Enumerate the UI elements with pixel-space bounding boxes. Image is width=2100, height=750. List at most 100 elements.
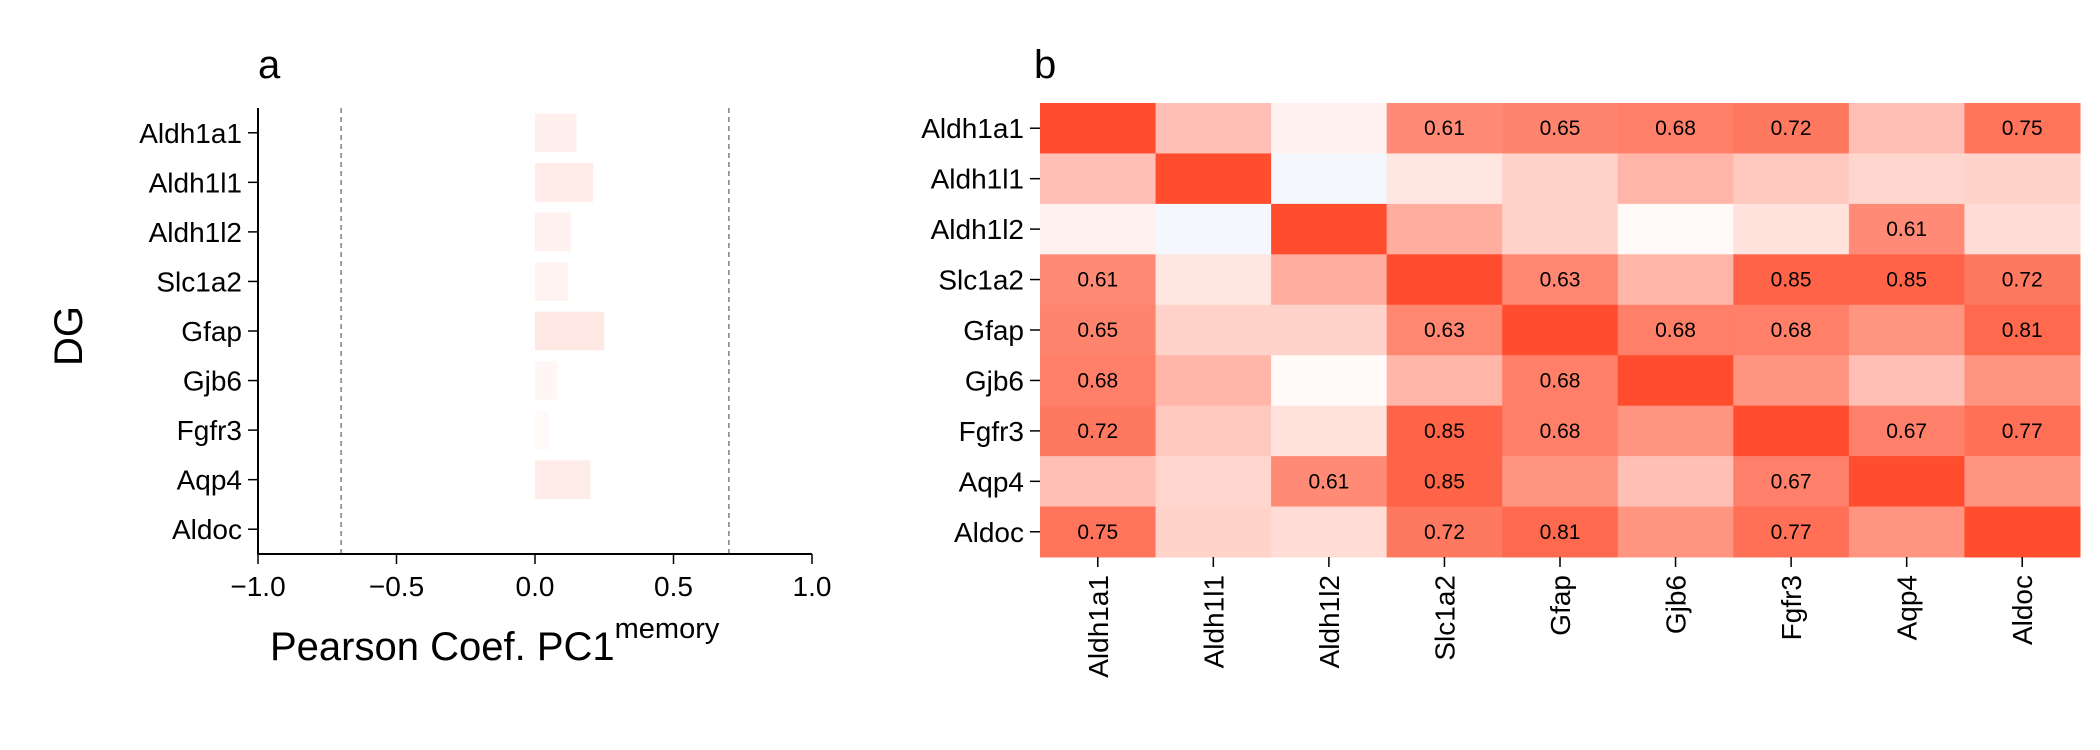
heatmap-cell <box>1964 254 2081 306</box>
heatmap-cell <box>1155 456 1272 508</box>
x-tick-labels: −1.0 −0.5 0.0 0.5 1.0 <box>230 554 831 602</box>
heatmap-cell-value: 0.72 <box>1771 117 1812 140</box>
bar <box>535 212 572 252</box>
y-tick-labels: Aldh1a1 Aldh1l1 Aldh1l2 Slc1a2 Gfap Gjb6 Fgfr3… <box>139 118 258 545</box>
y-tick-label: Gjb6 <box>183 366 242 397</box>
x-axis-title: Pearson Coef. PC1memory <box>270 613 720 669</box>
panel-a-letter: a <box>258 43 281 87</box>
heatmap-cell <box>1155 405 1272 457</box>
heatmap-cell <box>1617 103 1734 154</box>
row-label: Aldh1l2 <box>931 214 1024 245</box>
column-label: Aqp4 <box>1892 575 1923 640</box>
y-tick-label: Slc1a2 <box>156 266 242 297</box>
heatmap-cell-value: 0.67 <box>1771 470 1812 493</box>
heatmap-cell <box>1040 103 1157 154</box>
heatmap-cell <box>1964 405 2081 457</box>
heatmap-cell-value: 0.85 <box>1424 470 1465 493</box>
heatmap-cell <box>1386 153 1503 205</box>
heatmap-cell <box>1964 103 2081 154</box>
heatmap-cell <box>1271 304 1388 356</box>
heatmap-cell <box>1733 304 1850 356</box>
heatmap-cell-value: 0.75 <box>2002 117 2043 140</box>
column-label: Fgfr3 <box>1776 575 1807 640</box>
bar <box>535 311 605 351</box>
row-label: Slc1a2 <box>938 265 1024 296</box>
bar <box>535 163 594 202</box>
heatmap-cell <box>1155 203 1272 255</box>
heatmap-cell-value: 0.75 <box>1077 521 1118 544</box>
heatmap-cell <box>1617 203 1734 255</box>
heatmap-cell <box>1617 506 1734 558</box>
heatmap-cell <box>1848 355 1965 407</box>
row-label: Gjb6 <box>965 365 1024 396</box>
heatmap-cell <box>1386 506 1503 558</box>
heatmap-cell <box>1155 506 1272 558</box>
bars <box>526 113 605 549</box>
heatmap-cell <box>1502 304 1619 356</box>
heatmap-cell <box>1848 405 1965 457</box>
heatmap-cell-value: 0.63 <box>1424 319 1465 342</box>
heatmap-cell <box>1155 304 1272 356</box>
heatmap-cell <box>1386 304 1503 356</box>
heatmap-cell <box>1502 153 1619 205</box>
bar <box>526 509 535 549</box>
heatmap-cell-value: 0.72 <box>1424 521 1465 544</box>
y-axis-title: DG <box>47 306 91 366</box>
heatmap-cell-value: 0.85 <box>1424 420 1465 443</box>
x-tick-label: 0.5 <box>654 571 693 602</box>
x-axis-title-main: Pearson Coef. PC1 <box>270 625 615 669</box>
heatmap-cell-value: 0.77 <box>2002 420 2043 443</box>
bar <box>535 113 577 153</box>
x-tick-label: 1.0 <box>793 571 832 602</box>
heatmap-cell <box>1271 506 1388 558</box>
heatmap-cell <box>1386 355 1503 407</box>
column-label: Aldh1l2 <box>1314 575 1345 668</box>
y-tick-label: Aldoc <box>172 514 242 545</box>
heatmap-cell-value: 0.85 <box>1771 269 1812 292</box>
heatmap-cell <box>1386 203 1503 255</box>
heatmap-cell <box>1502 103 1619 154</box>
heatmap-cell <box>1848 103 1965 154</box>
heatmap-cell <box>1617 355 1734 407</box>
row-label: Fgfr3 <box>959 416 1024 447</box>
heatmap-cell <box>1848 304 1965 356</box>
heatmap-cell-value: 0.72 <box>1077 420 1118 443</box>
heatmap-cell <box>1155 153 1272 205</box>
heatmap-cell <box>1040 355 1157 407</box>
column-label: Gfap <box>1545 575 1576 636</box>
heatmap-cell <box>1502 405 1619 457</box>
heatmap-cell-value: 0.68 <box>1771 319 1812 342</box>
heatmap-cell-value: 0.63 <box>1540 269 1581 292</box>
heatmap-cell <box>1617 254 1734 306</box>
heatmap-cell <box>1964 506 2081 558</box>
heatmap-cell <box>1964 203 2081 255</box>
column-label: Aldh1a1 <box>1083 575 1114 678</box>
heatmap-cell <box>1848 456 1965 508</box>
heatmap-cell <box>1733 355 1850 407</box>
heatmap-cell <box>1271 456 1388 508</box>
heatmap-cell-value: 0.68 <box>1655 117 1696 140</box>
heatmap-cell-labels: 0.61 0.65 0.68 0.72 0.75 0.61 0.61 0.63 0.85 0.85… <box>1077 117 2042 544</box>
bar <box>535 410 549 450</box>
heatmap-cell <box>1386 456 1503 508</box>
heatmap-cell-value: 0.65 <box>1077 319 1118 342</box>
heatmap-cell <box>1733 506 1850 558</box>
x-tick-label: −0.5 <box>369 571 424 602</box>
y-tick-label: Aldh1l1 <box>149 167 242 198</box>
heatmap-cell <box>1964 355 2081 407</box>
heatmap-cell <box>1386 254 1503 306</box>
heatmap-cell <box>1848 153 1965 205</box>
y-tick-label: Aldh1a1 <box>139 118 242 149</box>
column-label: Slc1a2 <box>1429 575 1460 661</box>
heatmap-cell <box>1733 203 1850 255</box>
bar <box>535 262 569 301</box>
x-tick-label: 0.0 <box>516 571 555 602</box>
row-label: Aldh1a1 <box>921 113 1024 144</box>
heatmap-cell-value: 0.61 <box>1077 269 1118 292</box>
panel-a-bar-chart: a Aldh1a1 Aldh1l1 Aldh1l2 Slc1a2 Gfap Gjb6 Fgf… <box>47 43 831 669</box>
heatmap-cell <box>1386 405 1503 457</box>
heatmap-cell <box>1733 456 1850 508</box>
heatmap-cell <box>1848 203 1965 255</box>
heatmap-cell <box>1502 456 1619 508</box>
